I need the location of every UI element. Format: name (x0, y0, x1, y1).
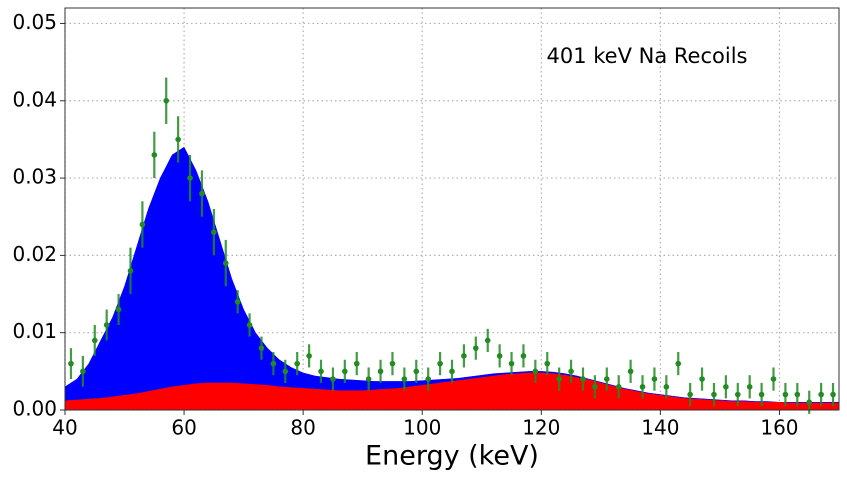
data-point (187, 175, 193, 181)
data-point (723, 384, 729, 390)
data-point (639, 384, 646, 390)
data-point (711, 391, 717, 398)
x-tick-label: 140 (641, 416, 679, 440)
data-point (580, 376, 586, 382)
data-point (556, 376, 562, 382)
data-point (211, 229, 217, 235)
y-tick-label: 0.02 (12, 242, 57, 266)
data-point (163, 97, 170, 104)
data-point (353, 360, 360, 367)
data-point (461, 353, 467, 359)
data-point (496, 353, 503, 359)
data-point (568, 368, 574, 375)
data-point (318, 368, 324, 375)
data-point (365, 376, 372, 382)
data-point (80, 368, 86, 375)
data-point (508, 360, 515, 367)
data-point (401, 376, 408, 382)
data-point (734, 391, 741, 398)
plot-frame (64, 7, 840, 411)
data-point (794, 391, 801, 398)
data-point (484, 337, 491, 344)
data-point (294, 360, 301, 367)
data-point (151, 152, 158, 158)
data-point (282, 368, 289, 375)
data-point (330, 376, 336, 382)
x-axis-label: Energy (keV) (365, 441, 539, 472)
data-point (377, 368, 384, 375)
x-tick-label: 40 (52, 416, 77, 440)
data-point (449, 368, 455, 375)
x-tick-label: 120 (522, 416, 560, 440)
data-point (675, 360, 682, 367)
data-point (246, 322, 253, 328)
data-point (604, 376, 610, 382)
data-point (770, 376, 777, 382)
data-point (520, 353, 527, 359)
data-point (663, 384, 670, 390)
data-point (425, 376, 431, 382)
labels: 40 60 80 100 120 140 160 0.00 0.01 0.02 0.03 0.04 0.… (12, 10, 798, 440)
data-point (758, 391, 765, 398)
data-point (68, 360, 74, 367)
data-point (342, 368, 348, 375)
data-point (389, 360, 396, 367)
y-tick-label: 0.01 (12, 319, 57, 343)
area (64, 372, 840, 411)
data-point (115, 306, 122, 313)
data-point (746, 384, 753, 390)
data-point (306, 353, 312, 359)
plot-marks (64, 77, 840, 414)
data-point (199, 190, 205, 197)
x-tick-label: 80 (290, 416, 315, 440)
data-point (473, 345, 479, 351)
data-point (437, 360, 443, 367)
y-tick-label: 0.03 (12, 165, 57, 189)
data-point (592, 384, 598, 390)
data-point (270, 360, 277, 367)
data-point (413, 368, 420, 375)
area (64, 146, 840, 411)
x-tick-label: 60 (171, 416, 196, 440)
data-point (175, 136, 181, 143)
data-point (651, 376, 658, 382)
data-point (830, 391, 836, 398)
data-point (258, 345, 265, 351)
x-tick-label: 100 (403, 416, 441, 440)
data-point (818, 391, 824, 398)
data-point (91, 337, 98, 344)
data-point (234, 298, 241, 305)
y-tick-label: 0.04 (12, 87, 57, 111)
data-point (627, 368, 634, 375)
data-point (699, 376, 705, 382)
data-point (782, 391, 789, 398)
data-point (532, 368, 539, 375)
y-tick-label: 0.05 (12, 10, 57, 34)
data-point (139, 221, 146, 228)
data-point (544, 360, 551, 367)
data-point (806, 399, 813, 406)
data-point (615, 384, 622, 390)
y-tick-label: 0.00 (12, 397, 57, 421)
data-point (103, 322, 110, 328)
data-point (687, 391, 693, 398)
data-point (222, 260, 229, 266)
annotation: 401 keV Na Recoils (547, 44, 748, 68)
x-tick-label: 160 (760, 416, 798, 440)
data-point (127, 268, 134, 274)
